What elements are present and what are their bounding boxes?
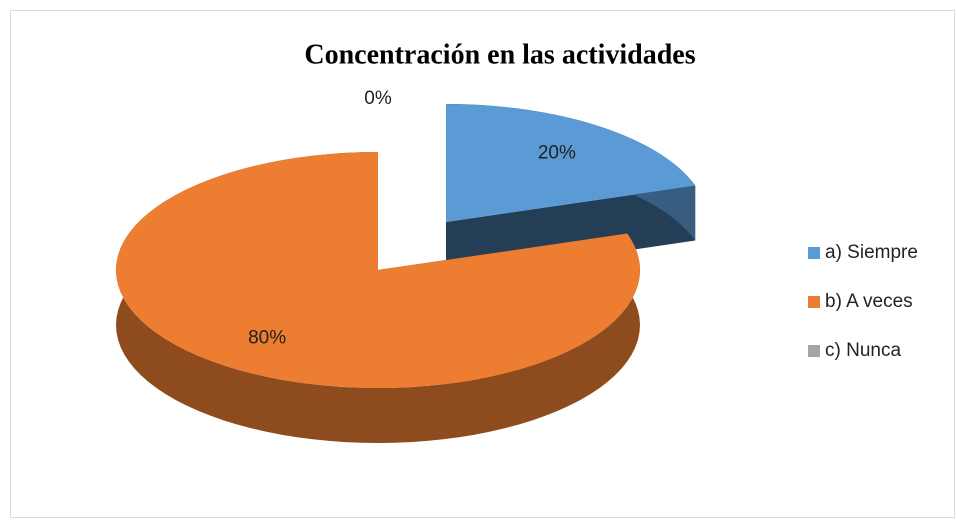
pie-slice — [446, 104, 696, 222]
legend-label: b) A veces — [825, 291, 913, 312]
data-label: 80% — [248, 328, 286, 349]
pie-slice — [115, 152, 640, 388]
legend-swatch — [808, 247, 820, 259]
legend-swatch — [808, 296, 820, 308]
legend-label: c) Nunca — [825, 340, 901, 361]
legend-label: a) Siempre — [825, 242, 918, 263]
chart-title: Concentración en las actividades — [304, 39, 695, 70]
legend-swatch — [808, 345, 820, 357]
data-label: 20% — [538, 142, 576, 163]
data-label: 0% — [364, 88, 392, 109]
